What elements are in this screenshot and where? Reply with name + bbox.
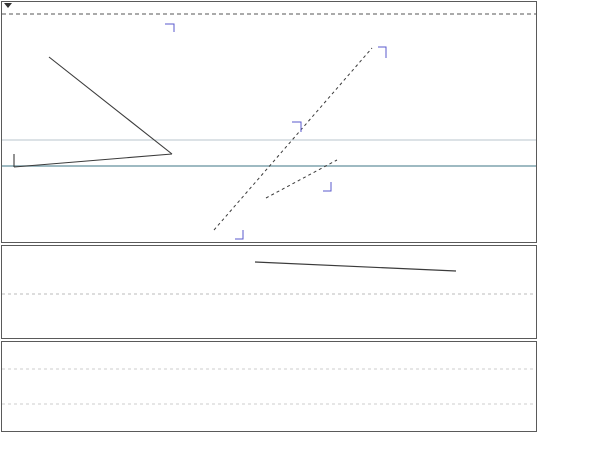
price-pane[interactable] bbox=[1, 1, 537, 243]
macd-canvas bbox=[2, 261, 536, 295]
macd-trendline bbox=[254, 261, 457, 272]
rsi-canvas bbox=[2, 368, 536, 405]
leader-116020 bbox=[235, 230, 244, 240]
leader-211270 bbox=[165, 23, 175, 32]
leader-165970 bbox=[292, 121, 302, 132]
uptrend-projection bbox=[213, 47, 373, 231]
price-chart-canvas bbox=[2, 13, 536, 240]
leader-197990 bbox=[378, 46, 387, 58]
trendline-group bbox=[13, 56, 173, 168]
rsi-pane[interactable] bbox=[1, 341, 537, 432]
triangle-down-icon[interactable] bbox=[4, 3, 12, 8]
rsi-y-axis[interactable] bbox=[538, 341, 600, 432]
projection-lines bbox=[213, 47, 373, 231]
lower-trendline bbox=[13, 153, 173, 168]
macd-y-axis[interactable] bbox=[538, 245, 600, 339]
upper-trendline bbox=[48, 56, 173, 155]
annotation-leaders bbox=[165, 23, 387, 240]
price-y-axis[interactable] bbox=[538, 1, 600, 243]
macd-pane[interactable] bbox=[1, 245, 537, 339]
leader-136240 bbox=[323, 182, 332, 192]
chart-title-bar bbox=[4, 3, 20, 8]
secondary-projection bbox=[265, 159, 338, 199]
x-axis[interactable] bbox=[1, 432, 537, 450]
